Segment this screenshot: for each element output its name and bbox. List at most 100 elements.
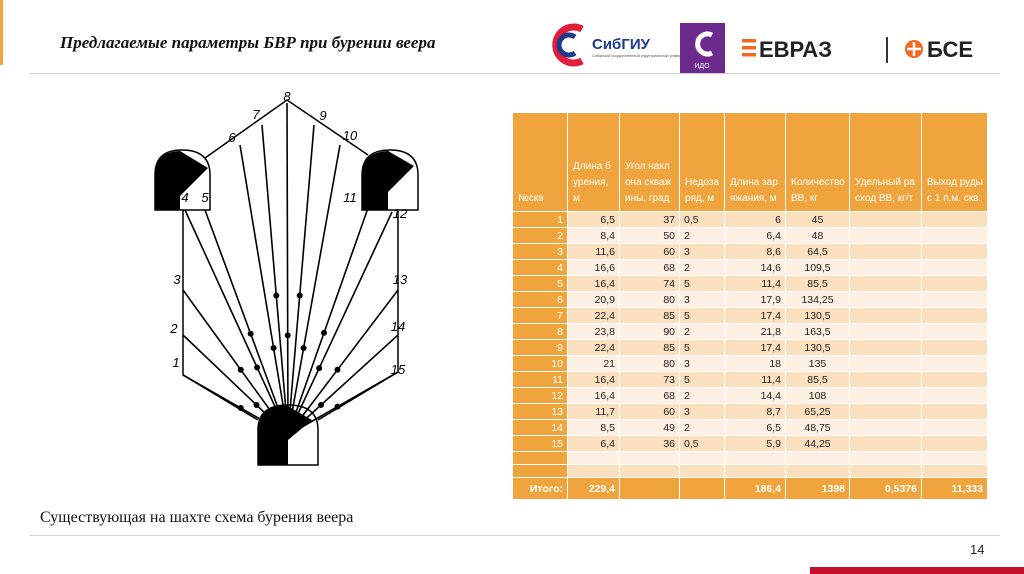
table-cell: 2	[513, 228, 568, 244]
charge-point	[296, 292, 303, 299]
table-cell: 2	[680, 388, 725, 404]
drill-hole	[182, 289, 289, 436]
table-cell	[922, 276, 988, 292]
table-cell	[568, 465, 620, 478]
table-cell: 6,4	[568, 436, 620, 452]
table-cell	[922, 420, 988, 436]
charge-point	[253, 402, 260, 408]
evraz-stripe	[742, 46, 756, 50]
charge-point	[247, 330, 254, 337]
table-cell	[922, 308, 988, 324]
table-cell: 8,4	[568, 228, 620, 244]
table-cell: Удельный расход ВВ, кг/т	[850, 113, 922, 212]
hole-label: 4	[181, 190, 188, 205]
parameters-table: №скв Длина бурения, м Угол наклона скважин…	[513, 113, 988, 500]
table-cell: 10	[513, 356, 568, 372]
drill-hole	[182, 334, 289, 436]
table-cell	[922, 228, 988, 244]
ido-icon	[695, 31, 714, 57]
table-cell: 5	[680, 276, 725, 292]
table-cell	[513, 452, 568, 465]
table-cell	[922, 372, 988, 388]
table-cell: 3	[680, 404, 725, 420]
table-cell	[922, 244, 988, 260]
table-cell: 13	[513, 404, 568, 420]
table-cell: 85	[620, 340, 680, 356]
table-cell: 37	[620, 212, 680, 228]
bse-icon	[907, 42, 921, 56]
table-cell: 1	[513, 212, 568, 228]
evraz-stripe	[742, 53, 756, 57]
header-rule	[30, 73, 1000, 74]
table-cell: 135	[786, 356, 850, 372]
charge-point	[334, 403, 341, 410]
separator	[886, 37, 888, 63]
charge-point	[300, 345, 307, 351]
table-cell	[850, 340, 922, 356]
table-cell: Длина бурения, м	[568, 113, 620, 212]
table-cell: 80	[620, 292, 680, 308]
table-cell	[922, 356, 988, 372]
drill-hole	[204, 209, 289, 436]
table-cell: 14,6	[725, 260, 786, 276]
table-cell	[922, 436, 988, 452]
hole-label: 7	[252, 107, 260, 122]
table-cell: 85,5	[786, 276, 850, 292]
table-cell: Угол наклона скважины, град	[620, 113, 680, 212]
table-cell	[922, 388, 988, 404]
drill-hole	[287, 289, 399, 436]
drill-hole	[287, 211, 393, 436]
table-cell: 20,9	[568, 292, 620, 308]
table-cell	[725, 452, 786, 465]
table-cell: 16,6	[568, 260, 620, 276]
table-cell: 6,5	[568, 212, 620, 228]
charge-point	[316, 365, 323, 372]
table-cell	[680, 465, 725, 478]
table-cell: 6,4	[725, 228, 786, 244]
table-cell: 21,8	[725, 324, 786, 340]
table-cell	[850, 465, 922, 478]
table-cell	[850, 436, 922, 452]
table-cell: 80	[620, 356, 680, 372]
logos: СибГИУ Сибирский государственный индустр…	[552, 23, 973, 73]
table-cell	[850, 388, 922, 404]
drill-hole	[239, 144, 289, 436]
table-cell: 2	[680, 260, 725, 276]
footer-bar	[810, 567, 1024, 574]
hole-label: 11	[343, 190, 357, 205]
table-cell: 130,5	[786, 340, 850, 356]
table-cell	[922, 465, 988, 478]
charge-point	[270, 345, 277, 351]
table-cell: 85,5	[786, 372, 850, 388]
table-cell: 64,5	[786, 244, 850, 260]
table-cell	[850, 452, 922, 465]
table-cell: 5,9	[725, 436, 786, 452]
table-cell: 2	[680, 420, 725, 436]
table-cell	[922, 260, 988, 276]
table-cell	[850, 244, 922, 260]
hole-label: 5	[201, 190, 209, 205]
charge-point	[318, 402, 324, 408]
table-cell: Выход руды с 1 п.м. скв.	[922, 113, 988, 212]
table-cell: 45	[786, 212, 850, 228]
table-cell: 49	[620, 420, 680, 436]
table-cell: 6	[513, 292, 568, 308]
table-cell: 229,4	[568, 478, 620, 500]
table-cell	[850, 292, 922, 308]
table-cell: 8,6	[725, 244, 786, 260]
hole-label: 13	[393, 272, 408, 287]
page-number: 14	[970, 542, 985, 557]
table-cell: 7	[513, 308, 568, 324]
table-cell: 48,75	[786, 420, 850, 436]
diagram-caption: Существующая на шахте схема бурения веер…	[40, 509, 354, 526]
table-cell: 8,5	[568, 420, 620, 436]
table-cell: 3	[680, 244, 725, 260]
table-cell: 11	[513, 372, 568, 388]
drill-hole	[286, 102, 289, 436]
charge-point	[321, 329, 327, 336]
drill-hole	[184, 209, 289, 436]
table-cell: 17,9	[725, 292, 786, 308]
table-cell: 60	[620, 404, 680, 420]
table-cell	[850, 228, 922, 244]
